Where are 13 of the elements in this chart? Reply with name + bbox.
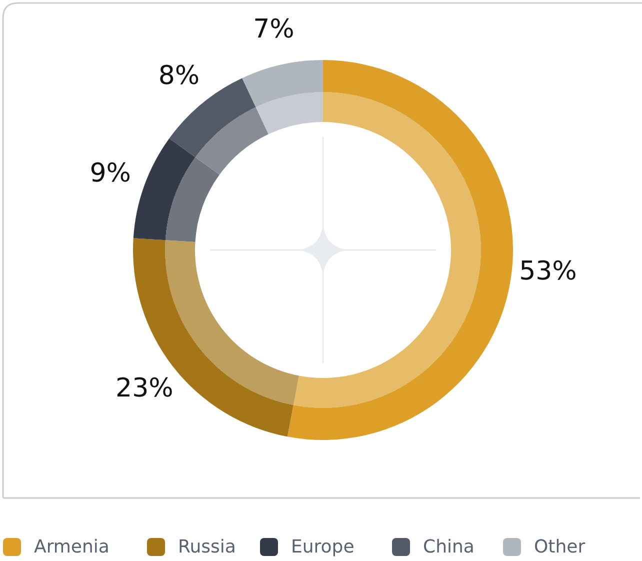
- legend-label: China: [423, 536, 474, 558]
- data-label: 23%: [116, 374, 174, 404]
- donut-slice: [287, 60, 513, 440]
- donut-slice: [133, 138, 220, 242]
- legend-label: Armenia: [34, 536, 110, 558]
- donut-slice: [242, 60, 323, 134]
- data-label: 9%: [90, 158, 131, 188]
- legend-label: Other: [534, 536, 586, 558]
- legend-label: Europe: [291, 536, 354, 558]
- legend-label: Russia: [178, 536, 236, 558]
- data-label: 7%: [253, 14, 294, 44]
- data-label: 8%: [158, 60, 200, 91]
- data-label: 53%: [519, 256, 577, 286]
